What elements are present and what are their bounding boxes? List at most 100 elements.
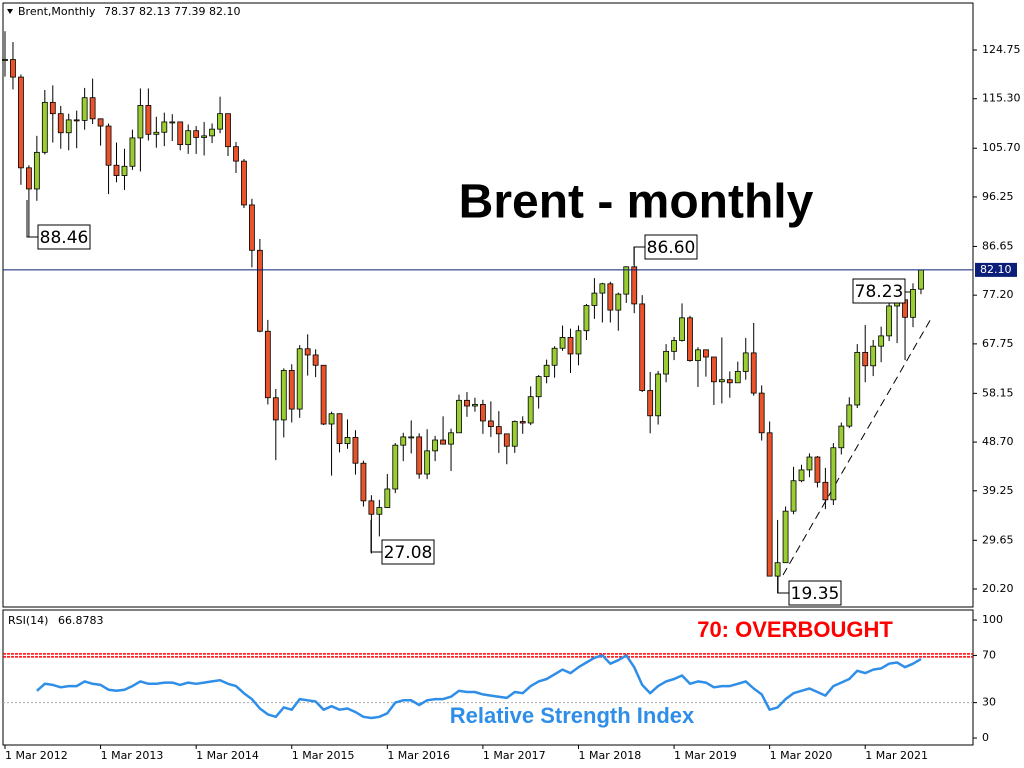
annotation-label: 78.23	[855, 282, 904, 302]
candle-body	[360, 462, 367, 502]
annotation-box	[644, 234, 698, 260]
candle-body	[511, 421, 518, 447]
candle-body	[312, 354, 319, 366]
candle-body	[910, 289, 916, 318]
y-tick-label: 29.65	[982, 533, 1014, 546]
rsi-value: 66.8783	[58, 614, 104, 627]
x-tick-label: 1 Mar 2019	[674, 749, 737, 762]
candle-body	[710, 356, 717, 383]
y-tick-label: 48.70	[982, 435, 1014, 448]
candle-body	[129, 137, 136, 167]
candle-body	[18, 76, 24, 169]
collapse-icon[interactable]	[7, 9, 13, 14]
candle-body	[352, 437, 359, 464]
y-tick-label: 0	[982, 731, 989, 744]
annotation-box	[37, 224, 91, 250]
candle-body	[304, 348, 311, 356]
candle-body	[671, 340, 677, 352]
candle-body	[806, 456, 813, 471]
candle-body	[479, 404, 486, 422]
annotation-label: 86.60	[647, 238, 696, 258]
candle-body	[408, 436, 415, 439]
annotation-label: 19.35	[791, 584, 840, 604]
candle-body	[639, 303, 646, 391]
candle-body	[336, 413, 343, 445]
main-panel	[2, 2, 974, 608]
x-tick-label: 1 Mar 2014	[196, 749, 259, 762]
candle-body	[822, 481, 829, 501]
x-tick-label: 1 Mar 2020	[770, 749, 833, 762]
candle-body	[527, 396, 534, 424]
x-tick-label: 1 Mar 2012	[5, 749, 68, 762]
candle-body	[25, 167, 32, 190]
candle-body	[193, 130, 200, 138]
candle-body	[10, 59, 16, 78]
candle-body	[583, 305, 590, 332]
y-tick-label: 39.25	[982, 484, 1014, 497]
candle-body	[177, 121, 184, 146]
candle-body	[519, 421, 526, 424]
candle-body	[726, 379, 733, 384]
candle-body	[368, 500, 375, 515]
candle-body	[782, 510, 789, 564]
candle-body	[631, 266, 638, 305]
annotation-label: 88.46	[40, 228, 89, 248]
candle-body	[81, 97, 88, 121]
candle-body	[448, 432, 454, 445]
candle-body	[695, 349, 701, 362]
candle-body	[559, 337, 566, 349]
candle-body	[233, 146, 239, 162]
candle-body	[599, 283, 606, 294]
candle-body	[503, 433, 510, 447]
candle-body	[121, 165, 128, 176]
candle-body	[320, 364, 327, 425]
candle-body	[647, 390, 654, 417]
candle-body	[814, 456, 821, 483]
candle-body	[535, 376, 542, 398]
candle-body	[65, 119, 72, 134]
candle-body	[57, 113, 64, 134]
candle-body	[440, 439, 446, 445]
candle-body	[878, 335, 885, 347]
candle-body	[241, 160, 247, 206]
candle-body	[49, 101, 56, 115]
x-tick-label: 1 Mar 2021	[865, 749, 928, 762]
candle-body	[97, 118, 104, 127]
candle-body	[870, 345, 877, 367]
candle-body	[687, 317, 693, 362]
candle-body	[798, 469, 805, 482]
y-tick-label: 86.65	[982, 239, 1014, 252]
candle-body	[567, 337, 574, 355]
y-tick-label: 124.75	[982, 43, 1021, 56]
candle-body	[2, 59, 8, 61]
x-tick-label: 1 Mar 2015	[292, 749, 355, 762]
candle-body	[272, 397, 279, 421]
x-tick-label: 1 Mar 2018	[578, 749, 641, 762]
candle-body	[655, 373, 662, 417]
y-tick-label: 100	[982, 613, 1003, 626]
annotation-box	[852, 278, 906, 304]
candle-body	[169, 121, 176, 124]
y-tick-label: 96.25	[982, 190, 1014, 203]
candle-body	[225, 113, 231, 148]
candle-body	[328, 413, 335, 425]
y-tick-label: 115.30	[982, 92, 1021, 105]
candle-body	[830, 447, 837, 501]
candle-body	[472, 404, 478, 407]
y-tick-label: 30	[982, 696, 996, 709]
overbought-label: 70: OVERBOUGHT	[697, 617, 893, 642]
candle-body	[543, 364, 550, 378]
candle-body	[790, 480, 797, 512]
candle-body	[113, 164, 120, 176]
candle-body	[185, 130, 192, 146]
candle-body	[73, 119, 80, 122]
candle-body	[575, 330, 582, 355]
rsi-subtitle: Relative Strength Index	[450, 703, 695, 728]
candle-body	[145, 105, 152, 135]
candle-body	[416, 436, 423, 475]
chart-title: Brent - monthly	[459, 176, 814, 229]
y-tick-label: 20.20	[982, 582, 1014, 595]
candle-body	[464, 399, 470, 407]
candle-body	[105, 125, 112, 166]
